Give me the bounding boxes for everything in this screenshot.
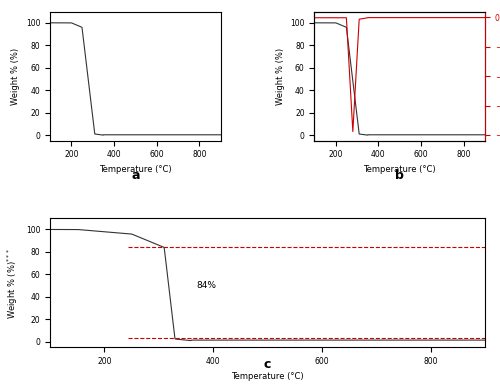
Text: a: a xyxy=(131,169,140,183)
Text: c: c xyxy=(264,358,271,371)
X-axis label: Temperature (°C): Temperature (°C) xyxy=(364,165,436,174)
Y-axis label: Weight % (%): Weight % (%) xyxy=(11,47,20,105)
X-axis label: Temperature (°C): Temperature (°C) xyxy=(231,372,304,381)
X-axis label: Temperature (°C): Temperature (°C) xyxy=(99,165,172,174)
Text: 84%: 84% xyxy=(197,281,217,290)
Y-axis label: Weight % (%): Weight % (%) xyxy=(276,47,284,105)
Y-axis label: Weight % (%)$^{***}$: Weight % (%)$^{***}$ xyxy=(6,247,20,318)
Text: b: b xyxy=(396,169,404,183)
